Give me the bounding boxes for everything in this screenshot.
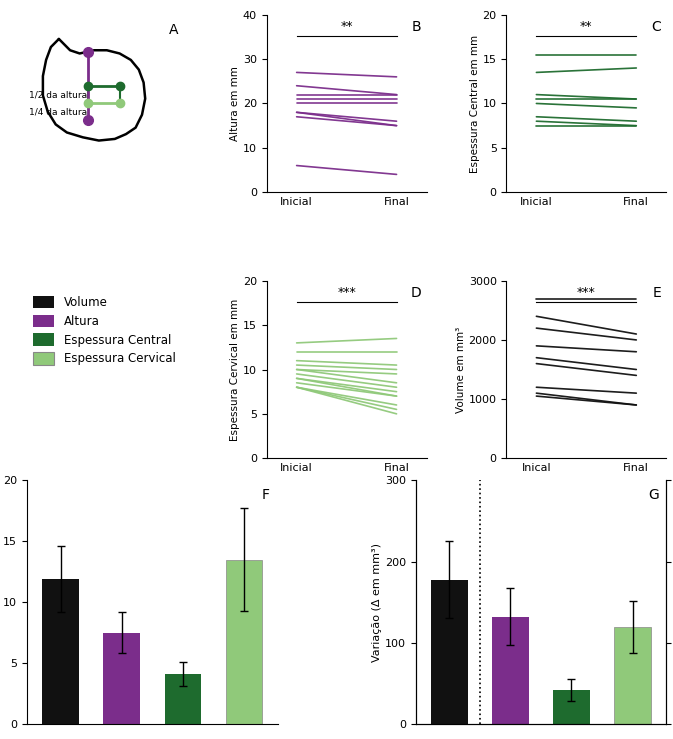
Text: 1/2 da altura: 1/2 da altura xyxy=(28,91,87,100)
Text: **: ** xyxy=(341,19,353,33)
Bar xyxy=(553,690,590,724)
Text: E: E xyxy=(653,286,662,300)
Text: ***: *** xyxy=(337,285,356,299)
Bar xyxy=(431,579,468,724)
Bar xyxy=(42,579,79,724)
Bar xyxy=(104,633,140,724)
Y-axis label: Altura em mm: Altura em mm xyxy=(230,66,240,141)
Text: A: A xyxy=(170,23,179,37)
Bar xyxy=(225,559,262,724)
Text: F: F xyxy=(262,488,270,502)
Legend: Volume, Altura, Espessura Central, Espessura Cervical: Volume, Altura, Espessura Central, Espes… xyxy=(33,296,176,366)
Text: G: G xyxy=(648,488,659,502)
Bar xyxy=(164,674,201,724)
Text: 1/4 da altura: 1/4 da altura xyxy=(28,107,87,117)
Text: C: C xyxy=(651,20,662,34)
Bar xyxy=(614,627,651,724)
Text: D: D xyxy=(411,286,422,300)
Y-axis label: Variação (Δ em mm³): Variação (Δ em mm³) xyxy=(372,542,382,662)
Y-axis label: Espessura Cervical em mm: Espessura Cervical em mm xyxy=(230,299,240,440)
Y-axis label: Volume em mm³: Volume em mm³ xyxy=(456,327,466,412)
Text: ***: *** xyxy=(577,285,596,299)
Text: B: B xyxy=(412,20,422,34)
Y-axis label: Espessura Central em mm: Espessura Central em mm xyxy=(470,35,480,172)
Text: **: ** xyxy=(580,19,593,33)
Bar xyxy=(492,617,529,724)
